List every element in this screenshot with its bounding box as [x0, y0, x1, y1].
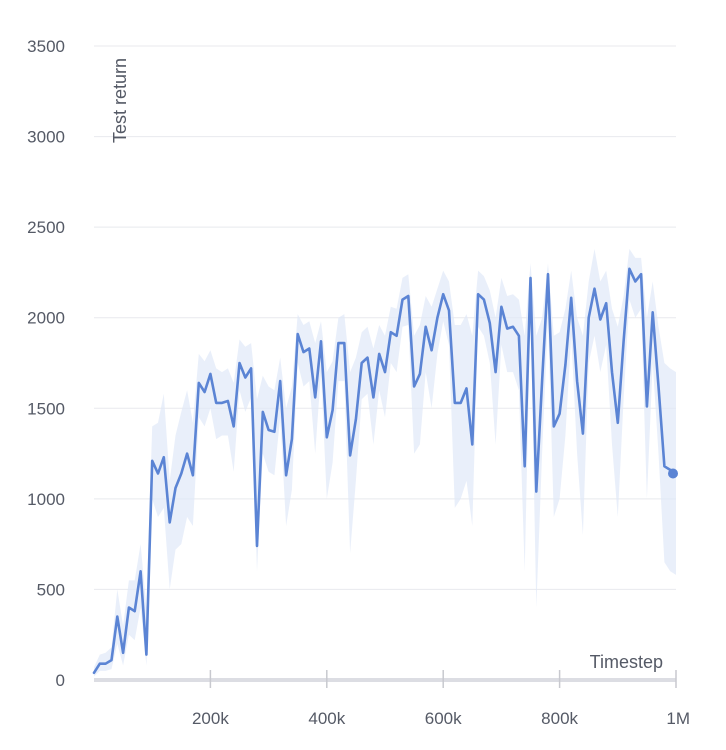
- x-ticks: 200k 400k 600k 800k 1M: [192, 670, 690, 728]
- y-axis-title: Test return: [110, 58, 130, 143]
- x-tick-label-0: 200k: [192, 709, 229, 728]
- y-tick-label-4: 2000: [27, 309, 65, 328]
- y-ticks: 0 500 1000 1500 2000 2500 3000 3500: [27, 37, 65, 690]
- confidence-band: [94, 248, 676, 677]
- x-tick-label-4: 1M: [666, 709, 690, 728]
- series-end-marker: [668, 468, 678, 479]
- y-tick-label-1: 500: [37, 580, 65, 599]
- x-tick-label-2: 600k: [425, 709, 462, 728]
- series-line: [92, 267, 678, 675]
- x-axis-title: Timestep: [590, 652, 663, 672]
- y-tick-label-2: 1000: [27, 490, 65, 509]
- y-tick-label-5: 2500: [27, 218, 65, 237]
- y-tick-label-0: 0: [56, 671, 65, 690]
- x-tick-label-3: 800k: [541, 709, 578, 728]
- y-tick-label-7: 3500: [27, 37, 65, 56]
- x-tick-label-1: 400k: [308, 709, 345, 728]
- y-tick-label-6: 3000: [27, 128, 65, 147]
- y-tick-label-3: 1500: [27, 399, 65, 418]
